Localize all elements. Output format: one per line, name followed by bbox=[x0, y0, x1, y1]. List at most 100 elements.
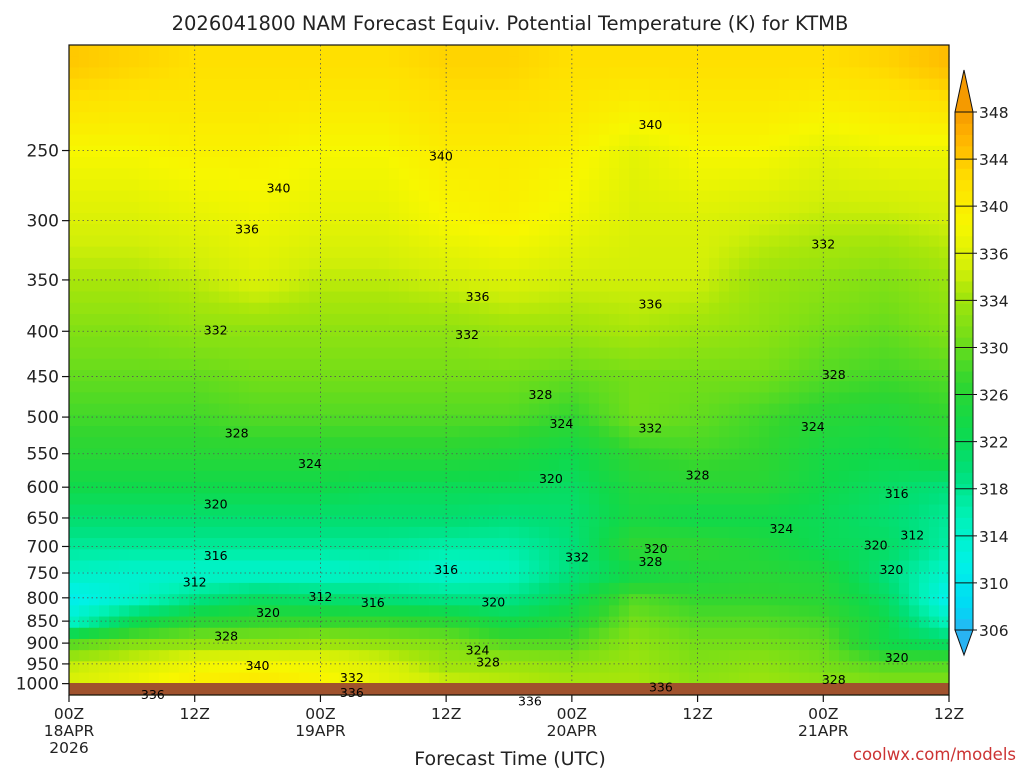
heatmap-cell bbox=[799, 504, 810, 517]
heatmap-cell bbox=[549, 291, 560, 304]
heatmap-cell bbox=[339, 45, 350, 57]
heatmap-cell bbox=[559, 470, 570, 483]
heatmap-cell bbox=[569, 224, 580, 237]
heatmap-cell bbox=[509, 134, 520, 147]
heatmap-cell bbox=[69, 392, 80, 405]
heatmap-cell bbox=[229, 504, 240, 517]
heatmap-cell bbox=[919, 112, 930, 125]
heatmap-cell bbox=[859, 370, 870, 382]
heatmap-cell bbox=[119, 392, 130, 405]
heatmap-cell bbox=[69, 370, 80, 382]
heatmap-cell bbox=[519, 493, 530, 506]
heatmap-cell bbox=[519, 358, 530, 371]
heatmap-cell bbox=[509, 45, 520, 57]
heatmap-cell bbox=[689, 381, 700, 394]
heatmap-cell bbox=[359, 638, 370, 651]
heatmap-cell bbox=[409, 325, 420, 337]
heatmap-cell bbox=[229, 370, 240, 382]
heatmap-cell bbox=[529, 112, 540, 125]
heatmap-cell bbox=[249, 560, 260, 573]
heatmap-cell bbox=[309, 392, 320, 405]
heatmap-cell bbox=[809, 336, 820, 349]
heatmap-cell bbox=[369, 246, 380, 259]
heatmap-cell bbox=[509, 414, 520, 427]
heatmap-cell bbox=[539, 526, 550, 539]
heatmap-cell bbox=[359, 448, 370, 461]
heatmap-cell bbox=[99, 224, 110, 237]
heatmap-cell bbox=[389, 313, 400, 326]
heatmap-cell bbox=[909, 414, 920, 427]
heatmap-cell bbox=[469, 549, 480, 562]
heatmap-cell bbox=[539, 145, 550, 158]
heatmap-cell bbox=[729, 201, 740, 214]
heatmap-cell bbox=[189, 246, 200, 259]
heatmap-cell bbox=[369, 145, 380, 158]
heatmap-cell bbox=[319, 123, 330, 136]
heatmap-cell bbox=[189, 101, 200, 113]
heatmap-cell bbox=[529, 392, 540, 405]
heatmap-cell bbox=[109, 605, 120, 618]
heatmap-cell bbox=[579, 213, 590, 225]
heatmap-cell bbox=[769, 201, 780, 214]
heatmap-cell bbox=[659, 45, 670, 57]
heatmap-cell bbox=[609, 515, 620, 528]
heatmap-cell bbox=[739, 493, 750, 506]
heatmap-cell bbox=[689, 627, 700, 640]
heatmap-cell bbox=[279, 280, 290, 293]
heatmap-cell bbox=[819, 403, 830, 416]
heatmap-cell bbox=[149, 280, 160, 293]
heatmap-cell bbox=[919, 157, 930, 169]
heatmap-cell bbox=[229, 482, 240, 494]
heatmap-cell bbox=[529, 403, 540, 416]
heatmap-cell bbox=[419, 381, 430, 394]
heatmap-cell bbox=[239, 89, 250, 102]
heatmap-cell bbox=[619, 493, 630, 506]
heatmap-cell bbox=[549, 78, 560, 91]
heatmap-cell bbox=[859, 358, 870, 371]
heatmap-cell bbox=[609, 426, 620, 438]
heatmap-cell bbox=[349, 168, 360, 181]
heatmap-cell bbox=[579, 426, 590, 438]
heatmap-cell bbox=[129, 616, 140, 629]
heatmap-cell bbox=[599, 414, 610, 427]
heatmap-cell bbox=[109, 45, 120, 57]
heatmap-cell bbox=[879, 571, 890, 584]
heatmap-cell bbox=[909, 179, 920, 192]
heatmap-cell bbox=[289, 650, 300, 662]
heatmap-cell bbox=[779, 325, 790, 337]
heatmap-cell bbox=[499, 56, 510, 69]
heatmap-cell bbox=[929, 650, 940, 662]
heatmap-cell bbox=[679, 302, 690, 315]
heatmap-cell bbox=[629, 638, 640, 651]
heatmap-cell bbox=[799, 571, 810, 584]
heatmap-cell bbox=[899, 213, 910, 225]
heatmap-cell bbox=[89, 538, 100, 550]
heatmap-cell bbox=[599, 437, 610, 450]
heatmap-cell bbox=[769, 549, 780, 562]
heatmap-cell bbox=[299, 560, 310, 573]
heatmap-cell bbox=[409, 45, 420, 57]
heatmap-cell bbox=[549, 549, 560, 562]
heatmap-cell bbox=[189, 504, 200, 517]
heatmap-cell bbox=[349, 101, 360, 113]
heatmap-cell bbox=[519, 650, 530, 662]
heatmap-cell bbox=[479, 145, 490, 158]
heatmap-cell bbox=[729, 672, 740, 685]
heatmap-cell bbox=[549, 134, 560, 147]
heatmap-cell bbox=[559, 381, 570, 394]
heatmap-cell bbox=[219, 370, 230, 382]
heatmap-cell bbox=[879, 403, 890, 416]
heatmap-cell bbox=[209, 45, 220, 57]
heatmap-cell bbox=[569, 336, 580, 349]
heatmap-cell bbox=[919, 134, 930, 147]
heatmap-cell bbox=[749, 616, 760, 629]
heatmap-cell bbox=[419, 313, 430, 326]
heatmap-cell bbox=[699, 459, 710, 472]
heatmap-cell bbox=[239, 414, 250, 427]
heatmap-cell bbox=[409, 201, 420, 214]
heatmap-cell bbox=[249, 482, 260, 494]
heatmap-cell bbox=[689, 504, 700, 517]
heatmap-cell bbox=[179, 414, 190, 427]
heatmap-cell bbox=[279, 526, 290, 539]
heatmap-cell bbox=[629, 101, 640, 113]
